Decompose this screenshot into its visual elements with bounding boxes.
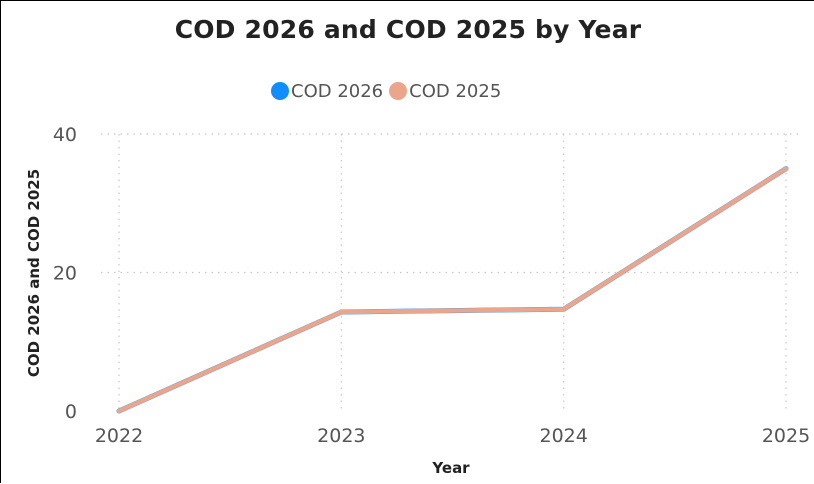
- series-lines: [116, 166, 789, 414]
- legend-swatch-cod-2025: [389, 82, 408, 100]
- legend-item-cod-2025[interactable]: COD 2025: [389, 81, 501, 102]
- series-line-cod-2025: [116, 166, 789, 414]
- y-tick-label: 40: [53, 124, 77, 146]
- x-axis-label: Year: [431, 459, 470, 477]
- legend-item-cod-2026[interactable]: COD 2026: [271, 81, 383, 102]
- y-axis-label: COD 2026 and COD 2025: [25, 169, 43, 377]
- y-tick-label: 0: [65, 401, 77, 423]
- x-tick-label: 2023: [317, 425, 365, 447]
- chart-title: COD 2026 and COD 2025 by Year: [174, 15, 642, 44]
- legend: COD 2026 COD 2025: [271, 79, 507, 103]
- y-axis-ticks: 0 20 40: [53, 124, 77, 423]
- legend-swatch-cod-2026: [271, 82, 289, 100]
- legend-label-cod-2026: COD 2026: [291, 80, 384, 102]
- x-tick-label: 2024: [539, 425, 587, 447]
- y-tick-label: 20: [53, 263, 77, 285]
- grid: [101, 133, 801, 411]
- x-tick-label: 2025: [762, 425, 810, 447]
- x-axis-ticks: 2022 2023 2024 2025: [95, 425, 810, 447]
- legend-label-cod-2025: COD 2025: [409, 80, 502, 102]
- series-line-cod-2026: [116, 166, 789, 414]
- x-tick-label: 2022: [95, 425, 143, 447]
